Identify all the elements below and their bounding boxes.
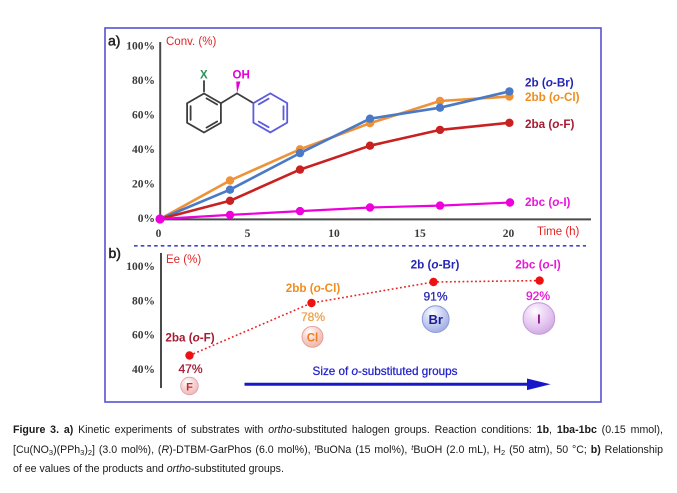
- svg-text:OH: OH: [233, 70, 250, 82]
- svg-text:91%: 91%: [423, 290, 447, 304]
- svg-text:20: 20: [503, 228, 515, 240]
- svg-text:80%: 80%: [132, 75, 155, 87]
- svg-text:47%: 47%: [178, 362, 202, 376]
- svg-text:2bc (o-I): 2bc (o-I): [525, 196, 571, 209]
- svg-text:40%: 40%: [132, 144, 155, 156]
- svg-text:a): a): [108, 33, 120, 49]
- svg-text:92%: 92%: [526, 289, 550, 303]
- svg-text:2bb (o-Cl): 2bb (o-Cl): [286, 282, 341, 295]
- svg-text:0%: 0%: [138, 213, 155, 225]
- svg-text:78%: 78%: [301, 310, 325, 324]
- svg-text:2bc (o-I): 2bc (o-I): [515, 259, 561, 272]
- svg-text:40%: 40%: [132, 364, 155, 376]
- svg-text:100%: 100%: [126, 261, 155, 273]
- svg-text:5: 5: [245, 228, 251, 240]
- svg-text:Ee (%): Ee (%): [166, 254, 201, 266]
- svg-text:20%: 20%: [132, 179, 155, 191]
- svg-text:10: 10: [328, 228, 340, 240]
- svg-text:Cl: Cl: [307, 333, 319, 345]
- svg-text:Time (h): Time (h): [537, 226, 580, 238]
- svg-text:2ba (o-F): 2ba (o-F): [525, 118, 574, 131]
- svg-text:60%: 60%: [132, 110, 155, 122]
- svg-text:2b (o-Br): 2b (o-Br): [525, 77, 574, 90]
- svg-text:2bb (o-Cl): 2bb (o-Cl): [525, 91, 580, 104]
- svg-text:Size of o-substituted groups: Size of o-substituted groups: [313, 365, 458, 378]
- svg-text:2b (o-Br): 2b (o-Br): [411, 259, 460, 272]
- svg-text:60%: 60%: [132, 330, 155, 342]
- svg-text:0: 0: [156, 228, 162, 240]
- svg-text:Br: Br: [428, 312, 442, 327]
- svg-text:I: I: [537, 312, 541, 327]
- svg-text:80%: 80%: [132, 295, 155, 307]
- svg-text:100%: 100%: [126, 41, 155, 53]
- svg-text:F: F: [186, 382, 193, 394]
- svg-text:X: X: [200, 70, 208, 82]
- svg-text:15: 15: [414, 228, 426, 240]
- svg-text:b): b): [109, 245, 121, 261]
- svg-text:Conv. (%): Conv. (%): [166, 36, 216, 48]
- svg-text:2ba (o-F): 2ba (o-F): [165, 332, 214, 345]
